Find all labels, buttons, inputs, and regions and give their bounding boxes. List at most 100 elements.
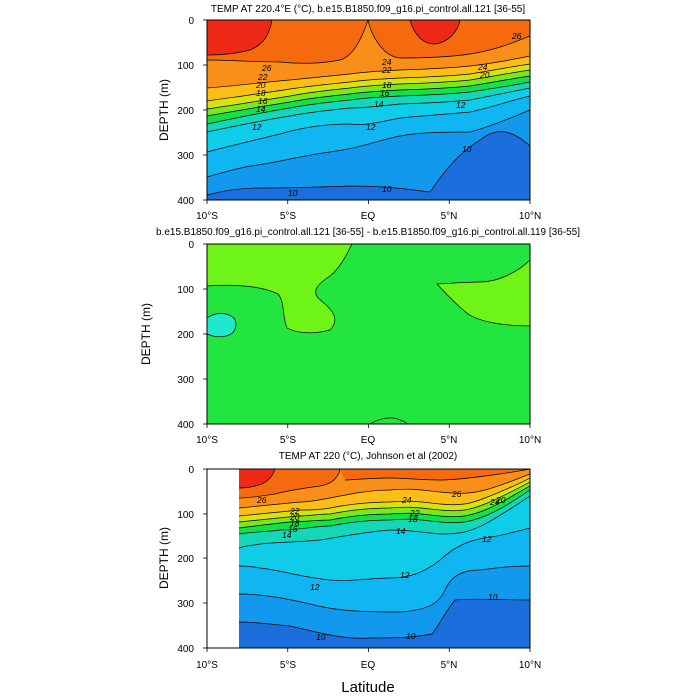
x-tick-label: 5°S [280,435,297,446]
difference-negative-south [207,313,237,338]
contour-label: 10 [382,184,392,194]
contour-label: 14 [396,526,406,536]
panel1-y-tick-labels: 0 100 200 300 400 [177,16,194,207]
panel3-y-axis-title: DEPTH (m) [157,527,171,589]
difference-contour-deep [369,417,409,424]
panel-difference: b.e15.B1850.f09_g16.pi_control.all.121 [… [139,227,580,446]
y-tick-label: 200 [177,554,194,565]
x-tick-label: EQ [361,435,376,446]
x-tick-label: 10°S [196,211,218,222]
x-tick-label: 10°N [519,211,541,222]
contour-label: 24 [381,57,392,67]
x-tick-label: 5°S [280,660,297,671]
panel2-ticks [203,243,531,428]
panel2-title: b.e15.B1850.f09_g16.pi_control.all.121 [… [156,227,580,238]
y-tick-label: 200 [177,330,194,341]
contour-label: 20 [289,512,300,522]
temperature-contours [207,20,530,196]
panel1-y-axis-title: DEPTH (m) [157,79,171,141]
x-tick-label: 10°S [196,660,218,671]
contour-label: 12 [482,534,492,544]
contour-label: 18 [290,518,300,528]
x-tick-label: 10°N [519,435,541,446]
panel1-ticks [203,19,531,204]
panel3-title: TEMP AT 220 (°C), Johnson et al (2002) [279,451,458,462]
x-tick-label: 10°N [519,660,541,671]
y-tick-label: 300 [177,151,194,162]
observed-temperature-contours [238,469,530,639]
x-tick-label: 10°S [196,435,218,446]
y-tick-label: 200 [177,106,194,117]
panel3-x-tick-labels: 10°S 5°S EQ 5°N 10°N [196,660,541,671]
panel2-plot-area [207,244,530,424]
y-tick-label: 100 [177,61,194,72]
contour-label: 24 [489,497,500,507]
panel1-x-tick-labels: 10°S 5°S EQ 5°N 10°N [196,211,541,222]
x-tick-label: 5°N [441,211,458,222]
y-tick-label: 0 [188,240,194,251]
y-tick-label: 300 [177,375,194,386]
difference-positive-center [207,244,353,334]
y-tick-label: 400 [177,196,194,207]
contour-label: 14 [282,530,292,540]
x-axis-title: Latitude [341,679,394,696]
panel1-title: TEMP AT 220.4°E (°C), b.e15.B1850.f09_g1… [211,4,526,15]
y-tick-label: 0 [188,465,194,476]
contour-label: 26 [256,495,267,505]
observed-temperature-fill [239,469,530,648]
panel1-contour-labels: 26 26 24 24 22 22 20 20 18 18 16 16 14 1… [252,31,522,198]
contour-label: 26 [261,63,272,73]
contour-label: 18 [256,88,266,98]
contour-label: 22 [289,506,300,516]
contour-label: 12 [310,582,320,592]
x-tick-label: EQ [361,211,376,222]
y-tick-label: 100 [177,510,194,521]
contour-label: 14 [374,99,384,109]
contour-label: 26 [451,489,462,499]
x-tick-label: 5°S [280,211,297,222]
y-tick-label: 100 [177,285,194,296]
contour-label: 12 [252,122,262,132]
band-28-north [410,20,460,44]
contour-label: 24 [401,495,412,505]
contour-label: 16 [258,96,268,106]
y-tick-label: 400 [177,644,194,655]
panel3-ticks [203,468,531,652]
contour-label: 26 [511,31,522,41]
panel-model-temperature: TEMP AT 220.4°E (°C), b.e15.B1850.f09_g1… [157,4,541,222]
x-tick-label: 5°N [441,435,458,446]
band-26 [239,469,530,498]
x-tick-label: 5°N [441,660,458,671]
contour-label: 10 [406,631,416,641]
contour-label: 12 [400,570,410,580]
contour-label: 10 [462,144,472,154]
panel3-y-tick-labels: 0 100 200 300 400 [177,465,194,655]
contour-label: 12 [456,100,466,110]
contour-label: 12 [366,122,376,132]
contour-label: 18 [382,80,392,90]
contour-label: 14 [256,104,266,114]
contour-label: 24 [477,62,488,72]
y-tick-label: 300 [177,599,194,610]
x-tick-label: EQ [361,660,376,671]
contour-label: 20 [479,70,490,80]
contour-label: 16 [380,88,390,98]
y-tick-label: 400 [177,420,194,431]
contour-label: 10 [488,592,498,602]
y-tick-label: 0 [188,16,194,27]
contour-label: 16 [288,524,298,534]
contour-label: 18 [408,514,418,524]
contour-label: 22 [257,72,268,82]
contour-label: 20 [495,495,506,505]
panel2-x-tick-labels: 10°S 5°S EQ 5°N 10°N [196,435,541,446]
contour-label: 22 [381,65,392,75]
contour-label: 20 [255,80,266,90]
panel3-contour-labels: 26 26 24 24 22 22 20 20 18 18 16 14 14 1… [256,489,506,642]
difference-positive-north [436,259,530,327]
band-28-south [239,469,275,488]
panel3-plot-area: 26 26 24 24 22 22 20 20 18 18 16 14 14 1… [238,469,530,648]
band-28-south [207,20,272,55]
contour-label: 22 [409,508,420,518]
panel-observed-temperature: TEMP AT 220 (°C), Johnson et al (2002) [157,451,541,696]
